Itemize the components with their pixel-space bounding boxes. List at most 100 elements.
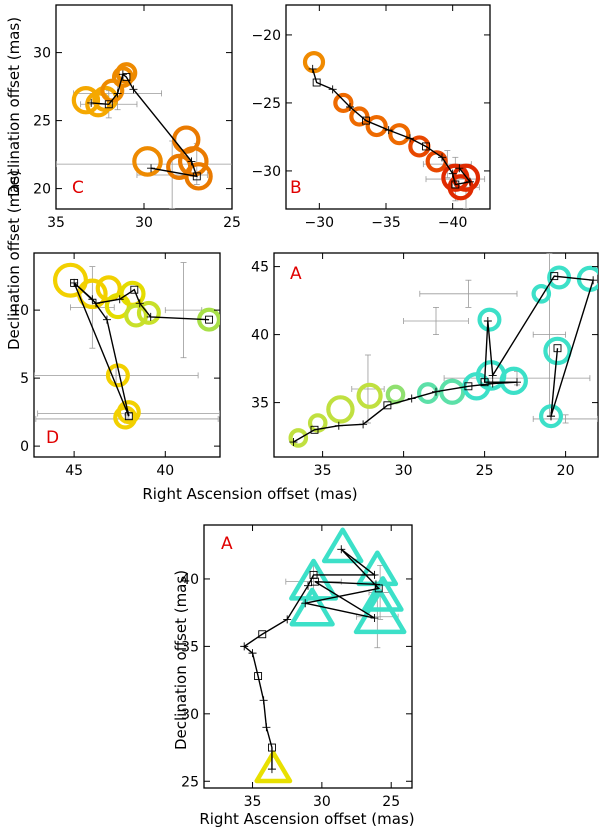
panel-a1-marker [499, 366, 528, 396]
panel-a1-plus-marker [589, 276, 598, 285]
panel-d-plus-marker [146, 312, 155, 321]
panel-a-top: 35 30 25 20 35 40 45 A [251, 252, 599, 479]
panel-a2-track-line [243, 548, 381, 770]
panel-d-ytick-label: 10 [11, 303, 29, 319]
panel-a2-marker [353, 589, 407, 635]
panel-a1-marker [439, 378, 466, 405]
panel-a-bottom-label: A [221, 534, 233, 554]
panel-c-marker [184, 162, 213, 191]
panel-b-label: B [290, 178, 302, 198]
panel-a2-plus-marker [337, 545, 346, 554]
panel-a1-xtick-label: 30 [395, 463, 413, 479]
panel-a1-marker [417, 382, 439, 404]
panel-a1-plus-marker [407, 394, 416, 403]
panel-b-marker [365, 114, 388, 138]
panel-a1-marker [326, 395, 355, 424]
panel-b-xtick-label: −30 [305, 215, 335, 231]
panel-b-square-marker [451, 180, 460, 189]
panel-c-plus-marker [113, 89, 122, 98]
panel-d-plus-marker [92, 299, 100, 308]
panel-a2-xtick-label: 30 [313, 794, 331, 810]
panel-a1-marker [539, 404, 564, 429]
panel-a1-ytick-label: 40 [251, 328, 269, 344]
panel-a2-square-marker [267, 743, 276, 752]
panel-a1-plus-marker [289, 438, 298, 447]
panel-a1-marker [385, 384, 406, 405]
panel-b: −30 −35 −40 −20 −25 −30 B [251, 4, 491, 231]
panel-d-xtick-label: 45 [65, 463, 83, 479]
ylabel-middle: Declination offset (mas) [5, 170, 23, 350]
panel-d-plus-marker [70, 278, 79, 287]
xlabel-bottom: Right Ascension offset (mas) [199, 810, 414, 828]
panel-a1-square-marker [550, 272, 559, 281]
panel-c-marker [111, 66, 134, 88]
panel-a2-xtick-label: 35 [244, 794, 262, 810]
panel-a1-errorbar [351, 354, 385, 424]
panel-a2-plus-marker [262, 723, 271, 732]
panel-a2-marker [321, 527, 364, 564]
panel-c-xtick-label: 35 [47, 215, 65, 231]
panel-a1-square-marker [464, 382, 473, 391]
panel-c-xtick-label: 30 [135, 215, 153, 231]
panel-b-ytick-label: −20 [251, 28, 281, 44]
panel-a2-plus-marker [371, 580, 380, 589]
panel-b-plus-marker [438, 153, 446, 162]
panel-a2-marker [289, 587, 335, 627]
panel-c-marker [115, 62, 138, 84]
panel-b-ytick-label: −25 [251, 96, 281, 112]
panel-c-ytick-label: 25 [33, 114, 51, 130]
panel-c-marker [132, 146, 163, 177]
panel-a2-plus-marker [267, 765, 276, 774]
panel-a1-xtick-label: 25 [476, 463, 494, 479]
panel-c-xtick-label: 25 [223, 215, 241, 231]
panel-d-errorbar [34, 366, 199, 384]
panel-b-ytick-label: −30 [251, 164, 281, 180]
panel-d-marker [124, 303, 149, 328]
panel-d-square-marker [124, 412, 133, 421]
panel-a1-square-marker [383, 401, 392, 410]
panel-a2-square-marker [374, 584, 383, 593]
panel-c-plus-marker [87, 98, 96, 107]
panel-d-errorbar [164, 262, 203, 359]
panel-a2-ytick-label: 40 [181, 572, 199, 588]
panel-d-square-marker [205, 315, 214, 324]
panel-a1-square-marker [310, 425, 319, 434]
panel-a1-plus-marker [488, 379, 497, 388]
panel-a2-plus-marker [240, 642, 249, 651]
panel-b-plus-marker [346, 103, 354, 111]
xlabel-middle: Right Ascension offset (mas) [142, 485, 357, 503]
panel-a2-marker [254, 750, 293, 784]
panel-a1-marker [477, 307, 502, 332]
panel-c-square-marker [104, 100, 113, 109]
panel-a1-plus-marker [547, 412, 556, 421]
panel-a1-plus-marker [513, 378, 521, 387]
panel-a2-ytick-label: 25 [181, 774, 199, 790]
panel-a2-ytick-label: 35 [181, 639, 199, 655]
panel-b-square-marker [362, 116, 370, 125]
panel-d-label: D [46, 428, 59, 448]
panel-a1-plus-marker [334, 421, 343, 430]
panel-b-marker [425, 150, 448, 173]
panel-a1-ytick-label: 45 [251, 260, 269, 276]
panel-b-plus-marker [384, 126, 393, 135]
panel-c-marker [71, 85, 101, 115]
panel-d-ytick-label: 0 [20, 439, 29, 455]
panel-d: 45 40 0 5 10 D [11, 252, 221, 479]
panel-a1-ytick-label: 35 [251, 396, 269, 412]
panel-d-plus-marker [102, 315, 111, 324]
panel-a1-square-marker [553, 344, 562, 353]
panel-a2-marker [362, 576, 404, 612]
panel-b-square-marker [422, 142, 430, 151]
panel-b-marker [302, 51, 326, 74]
panel-a2-xtick-label: 25 [382, 794, 400, 810]
panel-a-bottom: 35 30 25 25 30 35 40 A [181, 524, 413, 810]
panel-a2-plus-marker [304, 581, 312, 590]
panel-b-marker [408, 135, 431, 158]
panel-c: 35 30 25 20 25 30 C [33, 4, 241, 231]
panel-a2-plus-marker [370, 570, 379, 579]
panel-b-plus-marker [448, 169, 457, 178]
panel-a1-marker [543, 336, 572, 366]
ylabel-top: Declination offset (mas) [5, 17, 23, 197]
panel-c-square-marker [192, 172, 201, 181]
